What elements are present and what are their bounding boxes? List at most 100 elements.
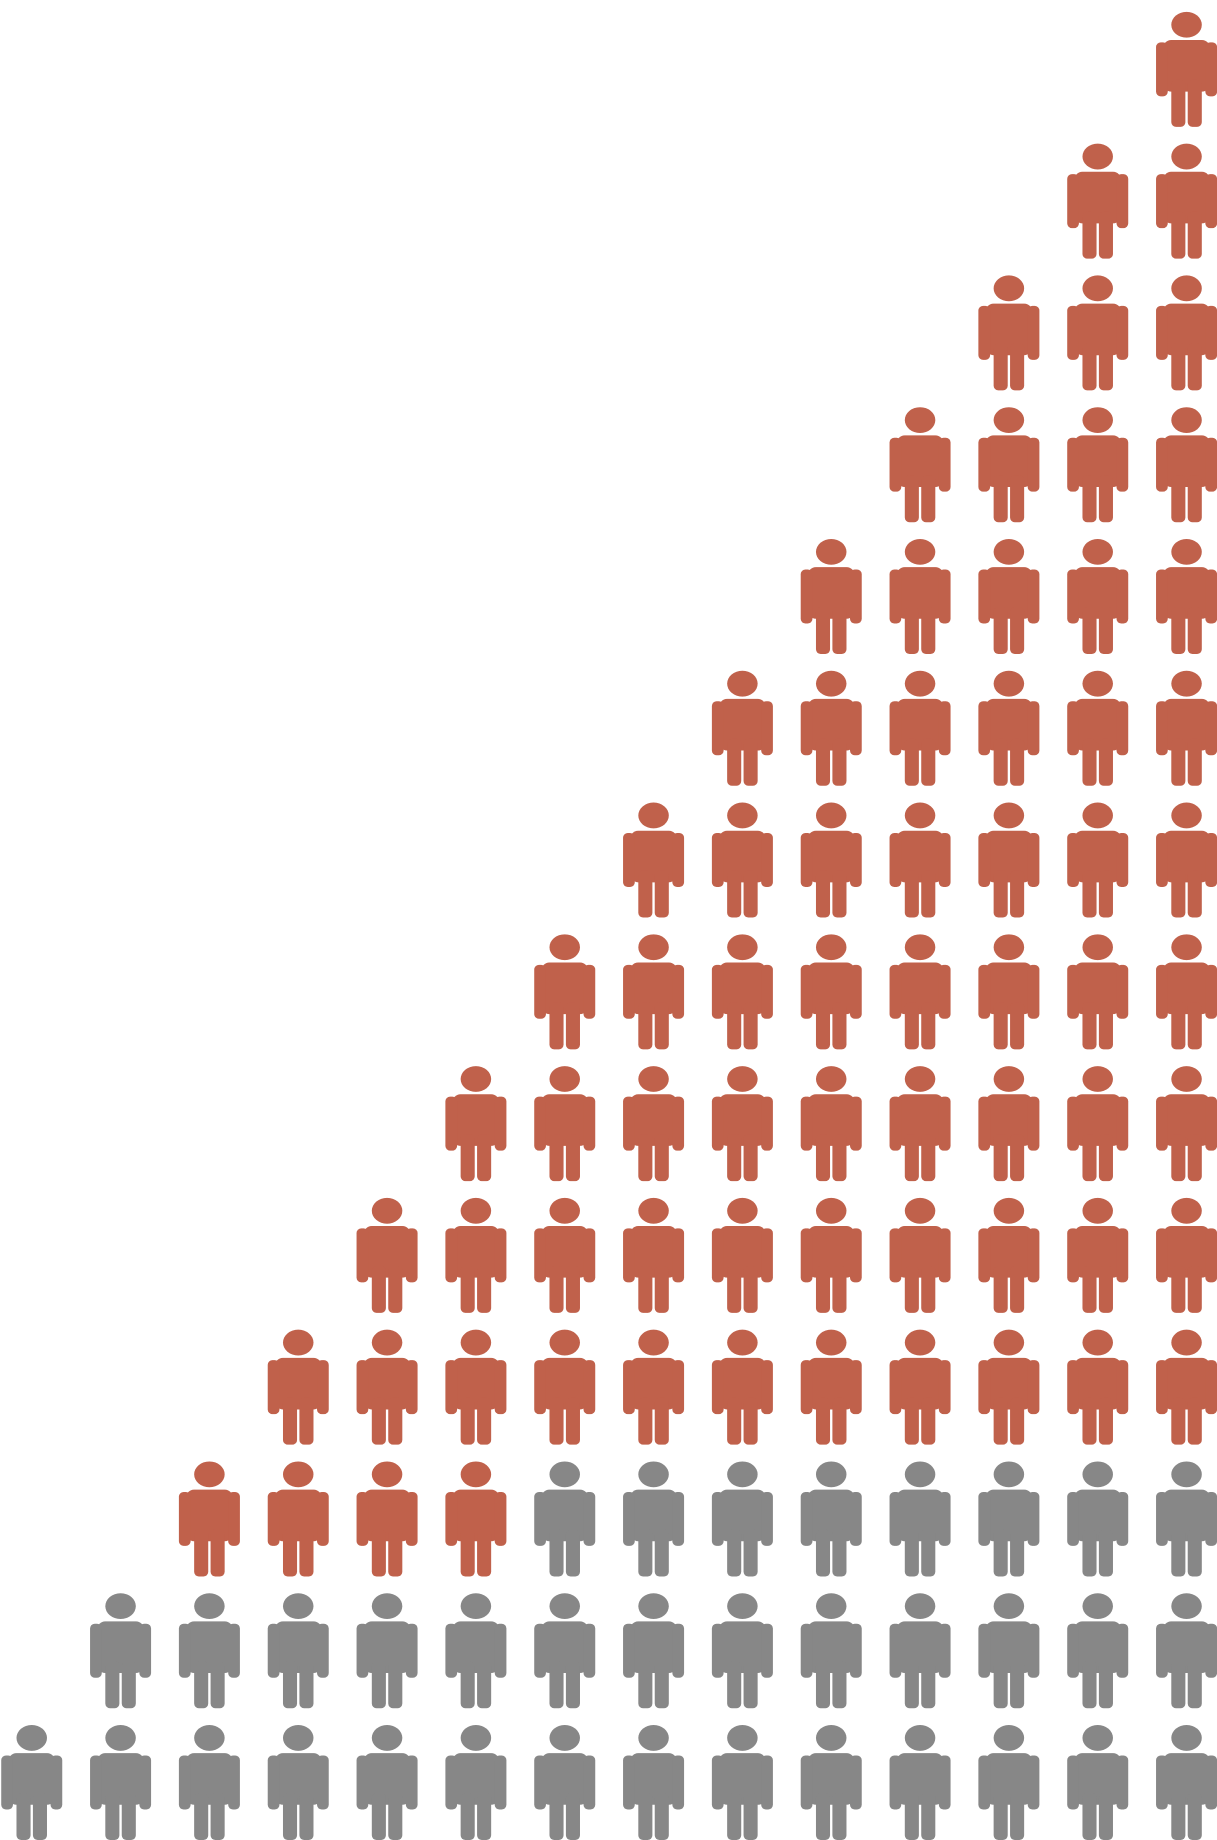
torso: [1163, 1489, 1211, 1542]
person-icon: [800, 934, 862, 1050]
arm: [711, 1623, 724, 1678]
leg: [638, 1529, 653, 1577]
icon-stack: [178, 1593, 240, 1840]
leg: [32, 1793, 47, 1840]
leg: [371, 1397, 386, 1445]
head: [993, 1066, 1025, 1092]
arm: [317, 1360, 329, 1415]
arm: [1205, 1228, 1217, 1283]
head: [815, 802, 847, 829]
leg: [993, 475, 1008, 523]
leg: [460, 1397, 475, 1445]
person-icon: [800, 538, 862, 654]
leg: [549, 1661, 564, 1709]
torso: [718, 962, 766, 1015]
leg: [371, 1529, 386, 1577]
person-icon: [978, 1593, 1040, 1709]
head: [904, 934, 936, 961]
person-icon: [1156, 1197, 1217, 1313]
leg: [460, 1134, 475, 1182]
leg: [460, 1793, 475, 1840]
leg: [549, 1529, 564, 1577]
torso: [807, 1621, 855, 1674]
leg: [921, 1134, 936, 1182]
torso: [452, 1753, 500, 1805]
arm: [623, 964, 635, 1019]
arm: [672, 1360, 685, 1415]
head: [993, 1197, 1025, 1224]
arm: [978, 833, 991, 888]
arm: [356, 1623, 369, 1678]
person-icon: [978, 538, 1040, 654]
person-icon: [1067, 1329, 1129, 1445]
torso: [541, 1489, 589, 1542]
arm: [938, 1360, 951, 1415]
leg: [904, 738, 919, 786]
arm: [583, 1228, 596, 1283]
torso: [1163, 1226, 1211, 1278]
leg: [743, 1265, 758, 1313]
arm: [623, 1755, 635, 1810]
torso: [97, 1621, 145, 1674]
arm: [1205, 437, 1217, 492]
arm: [800, 1755, 813, 1810]
head: [638, 1461, 669, 1488]
leg: [388, 1397, 403, 1445]
arm: [494, 1755, 507, 1810]
head: [460, 1461, 492, 1488]
arm: [317, 1755, 329, 1810]
arm: [583, 1491, 596, 1546]
person-icon: [623, 1461, 685, 1577]
head: [371, 1329, 403, 1356]
head: [282, 1725, 314, 1751]
arm: [178, 1491, 191, 1546]
arm: [317, 1491, 329, 1546]
person-icon: [1156, 538, 1217, 654]
arm: [405, 1623, 418, 1678]
leg: [1082, 1397, 1097, 1445]
arm: [800, 1491, 813, 1546]
torso: [807, 1753, 855, 1805]
arm: [623, 1491, 635, 1546]
leg: [1187, 607, 1202, 654]
leg: [727, 1134, 742, 1182]
head: [815, 1725, 847, 1751]
leg: [1098, 870, 1113, 918]
torso: [8, 1753, 56, 1805]
head: [815, 1329, 847, 1356]
torso: [1163, 303, 1211, 356]
arm: [405, 1360, 418, 1415]
torso: [452, 1489, 500, 1542]
leg: [460, 1661, 475, 1709]
leg: [904, 870, 919, 918]
head: [904, 1329, 936, 1356]
head: [815, 1066, 847, 1092]
leg: [904, 1265, 919, 1313]
leg: [1171, 79, 1186, 127]
arm: [978, 1491, 991, 1546]
arm: [889, 1755, 902, 1810]
leg: [1187, 1397, 1202, 1445]
head: [282, 1461, 314, 1488]
leg: [1187, 1134, 1202, 1182]
person-icon: [800, 1725, 862, 1840]
person-icon: [889, 1329, 951, 1445]
person-icon: [534, 1197, 596, 1313]
torso: [1074, 1226, 1122, 1278]
leg: [460, 1265, 475, 1313]
arm: [1156, 964, 1168, 1019]
arm: [1116, 1755, 1129, 1810]
person-icon: [534, 934, 596, 1050]
arm: [672, 1755, 685, 1810]
torso: [1163, 830, 1211, 883]
leg: [654, 1529, 669, 1577]
arm: [623, 1360, 635, 1415]
arm: [889, 833, 902, 888]
arm: [800, 1623, 813, 1678]
leg: [1010, 1265, 1025, 1313]
torso: [97, 1753, 145, 1805]
person-icon: [445, 1461, 507, 1577]
arm: [494, 1360, 507, 1415]
leg: [743, 1529, 758, 1577]
